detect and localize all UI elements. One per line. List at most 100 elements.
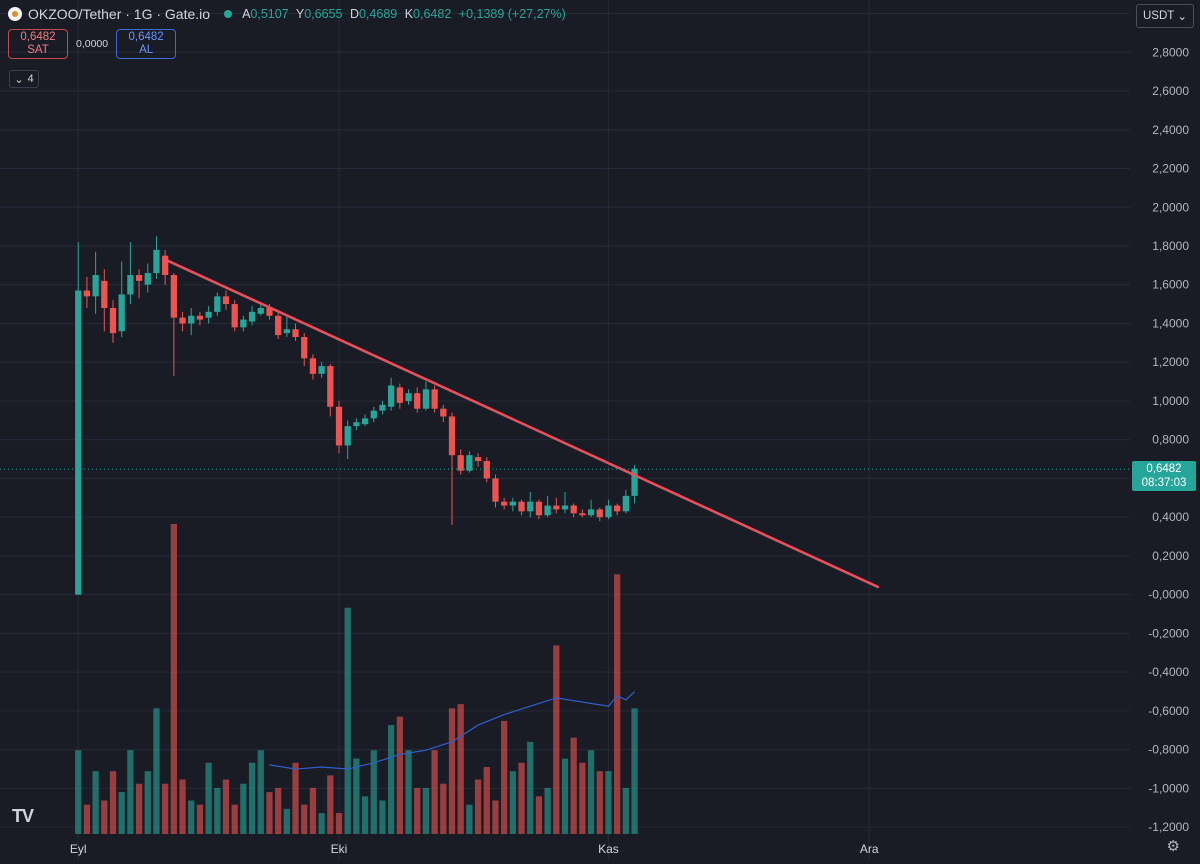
volume-bar <box>483 766 490 834</box>
volume-bar <box>135 783 143 834</box>
volume-bar <box>283 808 290 834</box>
okzoo-coin-icon <box>8 7 22 21</box>
candle-body <box>587 509 595 516</box>
candle-body <box>127 275 134 295</box>
candle-body <box>248 311 256 322</box>
bar-countdown: 08:37:03 <box>1141 477 1187 489</box>
y-tick-label: 1,4000 <box>1152 316 1189 330</box>
last-price-value: 0,6482 <box>1146 463 1182 475</box>
volume-bar <box>118 792 125 834</box>
volume-bar <box>535 796 543 834</box>
volume-bar <box>457 704 464 834</box>
candle-body <box>222 296 230 305</box>
volume-bar <box>144 771 151 834</box>
candle-body <box>561 505 569 510</box>
candle-body <box>396 387 403 403</box>
volume-bar <box>179 779 186 834</box>
volume-bar <box>205 762 212 834</box>
y-tick-label: -0,6000 <box>1148 704 1189 718</box>
candle-body <box>361 418 369 425</box>
volume-bar <box>266 792 273 834</box>
candle-body <box>483 460 490 479</box>
sell-price: 0,6482 <box>20 31 56 43</box>
candle-body <box>335 406 343 446</box>
trendline <box>163 258 880 589</box>
candle-body <box>292 329 299 338</box>
candle-body <box>275 315 282 336</box>
open-key: A <box>242 7 251 21</box>
x-tick-label: Eyl <box>70 842 87 856</box>
y-tick-label: 2,0000 <box>1152 200 1189 214</box>
y-tick-label: 0,2000 <box>1152 549 1189 563</box>
candle-body <box>622 495 629 512</box>
candle-body <box>196 315 204 320</box>
candle-body <box>83 290 91 297</box>
volume-bar <box>309 787 317 834</box>
x-tick-label: Ara <box>860 842 879 856</box>
candle-body <box>501 501 508 506</box>
high-key: Y <box>295 7 305 21</box>
candle-body <box>509 501 516 506</box>
volume-bar <box>405 750 412 834</box>
buy-button[interactable]: 0,6482 AL <box>116 29 177 59</box>
volume-ma-line <box>269 691 635 770</box>
indicators-toggle[interactable]: ⌄ 4 <box>9 70 39 88</box>
volume-bar <box>318 813 325 834</box>
volume-bar <box>622 787 629 834</box>
y-tick-label: -0,8000 <box>1148 743 1189 757</box>
candle-body <box>214 296 221 312</box>
volume-bar <box>596 771 603 834</box>
candle-body <box>75 290 82 595</box>
candle-body <box>535 501 543 516</box>
volume-bar <box>92 771 99 834</box>
y-tick-label: -0,0000 <box>1148 588 1189 602</box>
volume-bar <box>431 750 438 834</box>
candle-body <box>379 404 386 411</box>
volume-bar <box>214 787 221 834</box>
y-tick-label: 2,6000 <box>1152 84 1189 98</box>
y-tick-label: 0,4000 <box>1152 510 1189 524</box>
chevron-down-icon: ⌄ <box>14 73 24 86</box>
volume-bar <box>379 800 386 834</box>
x-tick-label: Eki <box>331 842 348 856</box>
volume-bar <box>240 783 247 834</box>
volume-bar <box>188 800 195 834</box>
volume-bar <box>614 574 621 834</box>
candle-body <box>370 410 377 419</box>
volume-bar <box>344 607 351 834</box>
candle-body <box>518 501 525 512</box>
spread-value: 0,0000 <box>76 38 109 50</box>
currency-selector[interactable]: USDT ⌄ <box>1136 4 1194 28</box>
sell-button[interactable]: 0,6482 SAT <box>8 29 68 59</box>
y-tick-label: -1,2000 <box>1148 820 1189 834</box>
candle-body <box>596 509 603 518</box>
volume-bar <box>257 750 264 834</box>
volume-bar <box>518 762 525 834</box>
candle-body <box>457 455 464 471</box>
candle-body <box>614 505 621 512</box>
settings-gear-icon[interactable]: ⚙ <box>1166 838 1180 855</box>
tradingview-logo-icon[interactable]: TV <box>12 806 34 826</box>
candle-body <box>266 307 273 316</box>
candle-body <box>327 366 334 407</box>
candle-body <box>318 366 325 374</box>
symbol-title[interactable]: OKZOO/Tether · 1G · Gate.io <box>28 6 211 22</box>
candle-body <box>205 311 212 318</box>
sell-label: SAT <box>27 44 49 56</box>
high-value: 0,6655 <box>304 7 343 21</box>
close-value: 0,6482 <box>413 7 452 21</box>
candle-body <box>179 317 186 324</box>
trade-panel: 0,6482 SAT 0,0000 0,6482 AL <box>8 29 177 59</box>
volume-bar <box>109 771 117 834</box>
candle-body <box>474 457 482 461</box>
candle-body <box>605 505 612 518</box>
candle-body <box>153 249 160 274</box>
candle-body <box>135 275 143 281</box>
volume-bar <box>388 725 395 834</box>
y-tick-label: 1,0000 <box>1152 394 1189 408</box>
volume-bar <box>527 741 534 834</box>
volume-bar <box>605 771 612 834</box>
ohlc-values: A0,5107 Y0,6655 D0,4689 K0,6482 +0,1389 … <box>242 7 570 21</box>
candle-body <box>344 426 351 446</box>
